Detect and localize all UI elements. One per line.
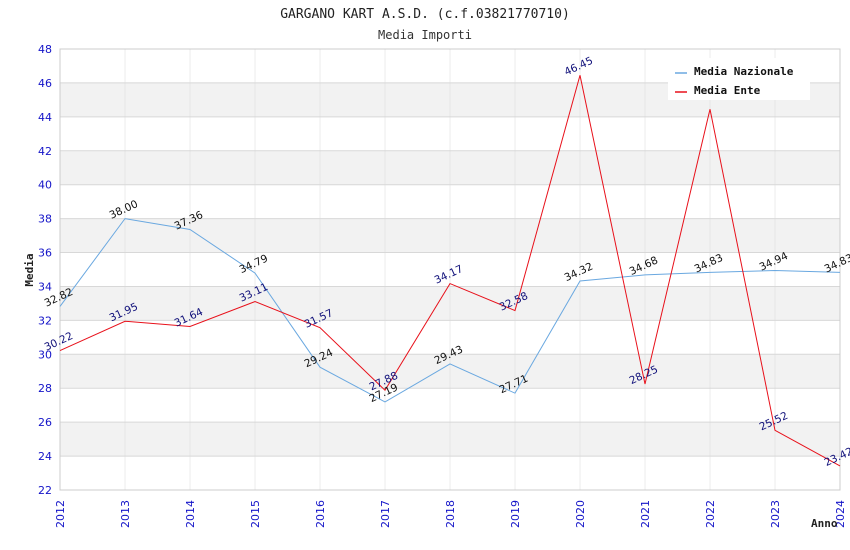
y-tick-label: 22 — [38, 484, 52, 497]
data-label-ente: 30.22 — [43, 330, 75, 354]
x-axis-ticks: 2012 2013 2014 2015 2016 2017 2018 2019 2020 2021… — [54, 500, 847, 528]
x-tick-label: 2012 — [54, 500, 67, 528]
y-axis-ticks: 22 24 26 28 30 32 34 36 38 40 42 44 46 48 — [38, 43, 52, 497]
x-tick-label: 2018 — [444, 500, 457, 528]
x-tick-label: 2022 — [704, 500, 717, 528]
series-line-media-ente — [59, 75, 841, 467]
chart-title: GARGANO KART A.S.D. (c.f.03821770710) — [280, 7, 570, 22]
x-tick-label: 2024 — [834, 500, 847, 528]
x-tick-label: 2013 — [119, 500, 132, 528]
y-tick-label: 42 — [38, 145, 52, 158]
y-tick-label: 40 — [38, 179, 52, 192]
x-tick-label: 2021 — [639, 500, 652, 528]
x-tick-label: 2019 — [509, 500, 522, 528]
y-tick-label: 44 — [38, 111, 52, 124]
series-lines — [59, 75, 841, 467]
x-tick-label: 2020 — [574, 500, 587, 528]
data-label-ente: 34.17 — [433, 263, 465, 287]
legend: Media Nazionale Media Ente — [668, 58, 810, 100]
data-label-nazionale: 34.94 — [758, 250, 791, 274]
y-tick-label: 36 — [38, 247, 52, 260]
x-tick-label: 2014 — [184, 500, 197, 528]
y-tick-label: 38 — [38, 213, 52, 226]
y-tick-label: 32 — [38, 314, 52, 327]
x-axis-label: Anno — [811, 517, 838, 530]
chart-subtitle: Media Importi — [378, 28, 472, 42]
legend-box — [668, 58, 810, 100]
legend-label-media-ente: Media Ente — [694, 84, 761, 97]
y-tick-label: 34 — [38, 280, 52, 293]
y-tick-label: 30 — [38, 348, 52, 361]
x-tick-label: 2016 — [314, 500, 327, 528]
x-tick-label: 2023 — [769, 500, 782, 528]
x-tick-label: 2015 — [249, 500, 262, 528]
data-label-ente: 46.45 — [563, 55, 595, 79]
series-line-media-nazionale — [59, 218, 841, 403]
y-tick-label: 24 — [38, 450, 52, 463]
gridlines — [59, 48, 841, 491]
y-axis-label: Media — [23, 253, 36, 286]
y-tick-label: 28 — [38, 382, 52, 395]
y-tick-label: 46 — [38, 77, 52, 90]
y-tick-label: 48 — [38, 43, 52, 56]
plot-frame — [59, 48, 841, 491]
y-tick-label: 26 — [38, 416, 52, 429]
x-tick-label: 2017 — [379, 500, 392, 528]
legend-label-media-nazionale: Media Nazionale — [694, 65, 794, 78]
